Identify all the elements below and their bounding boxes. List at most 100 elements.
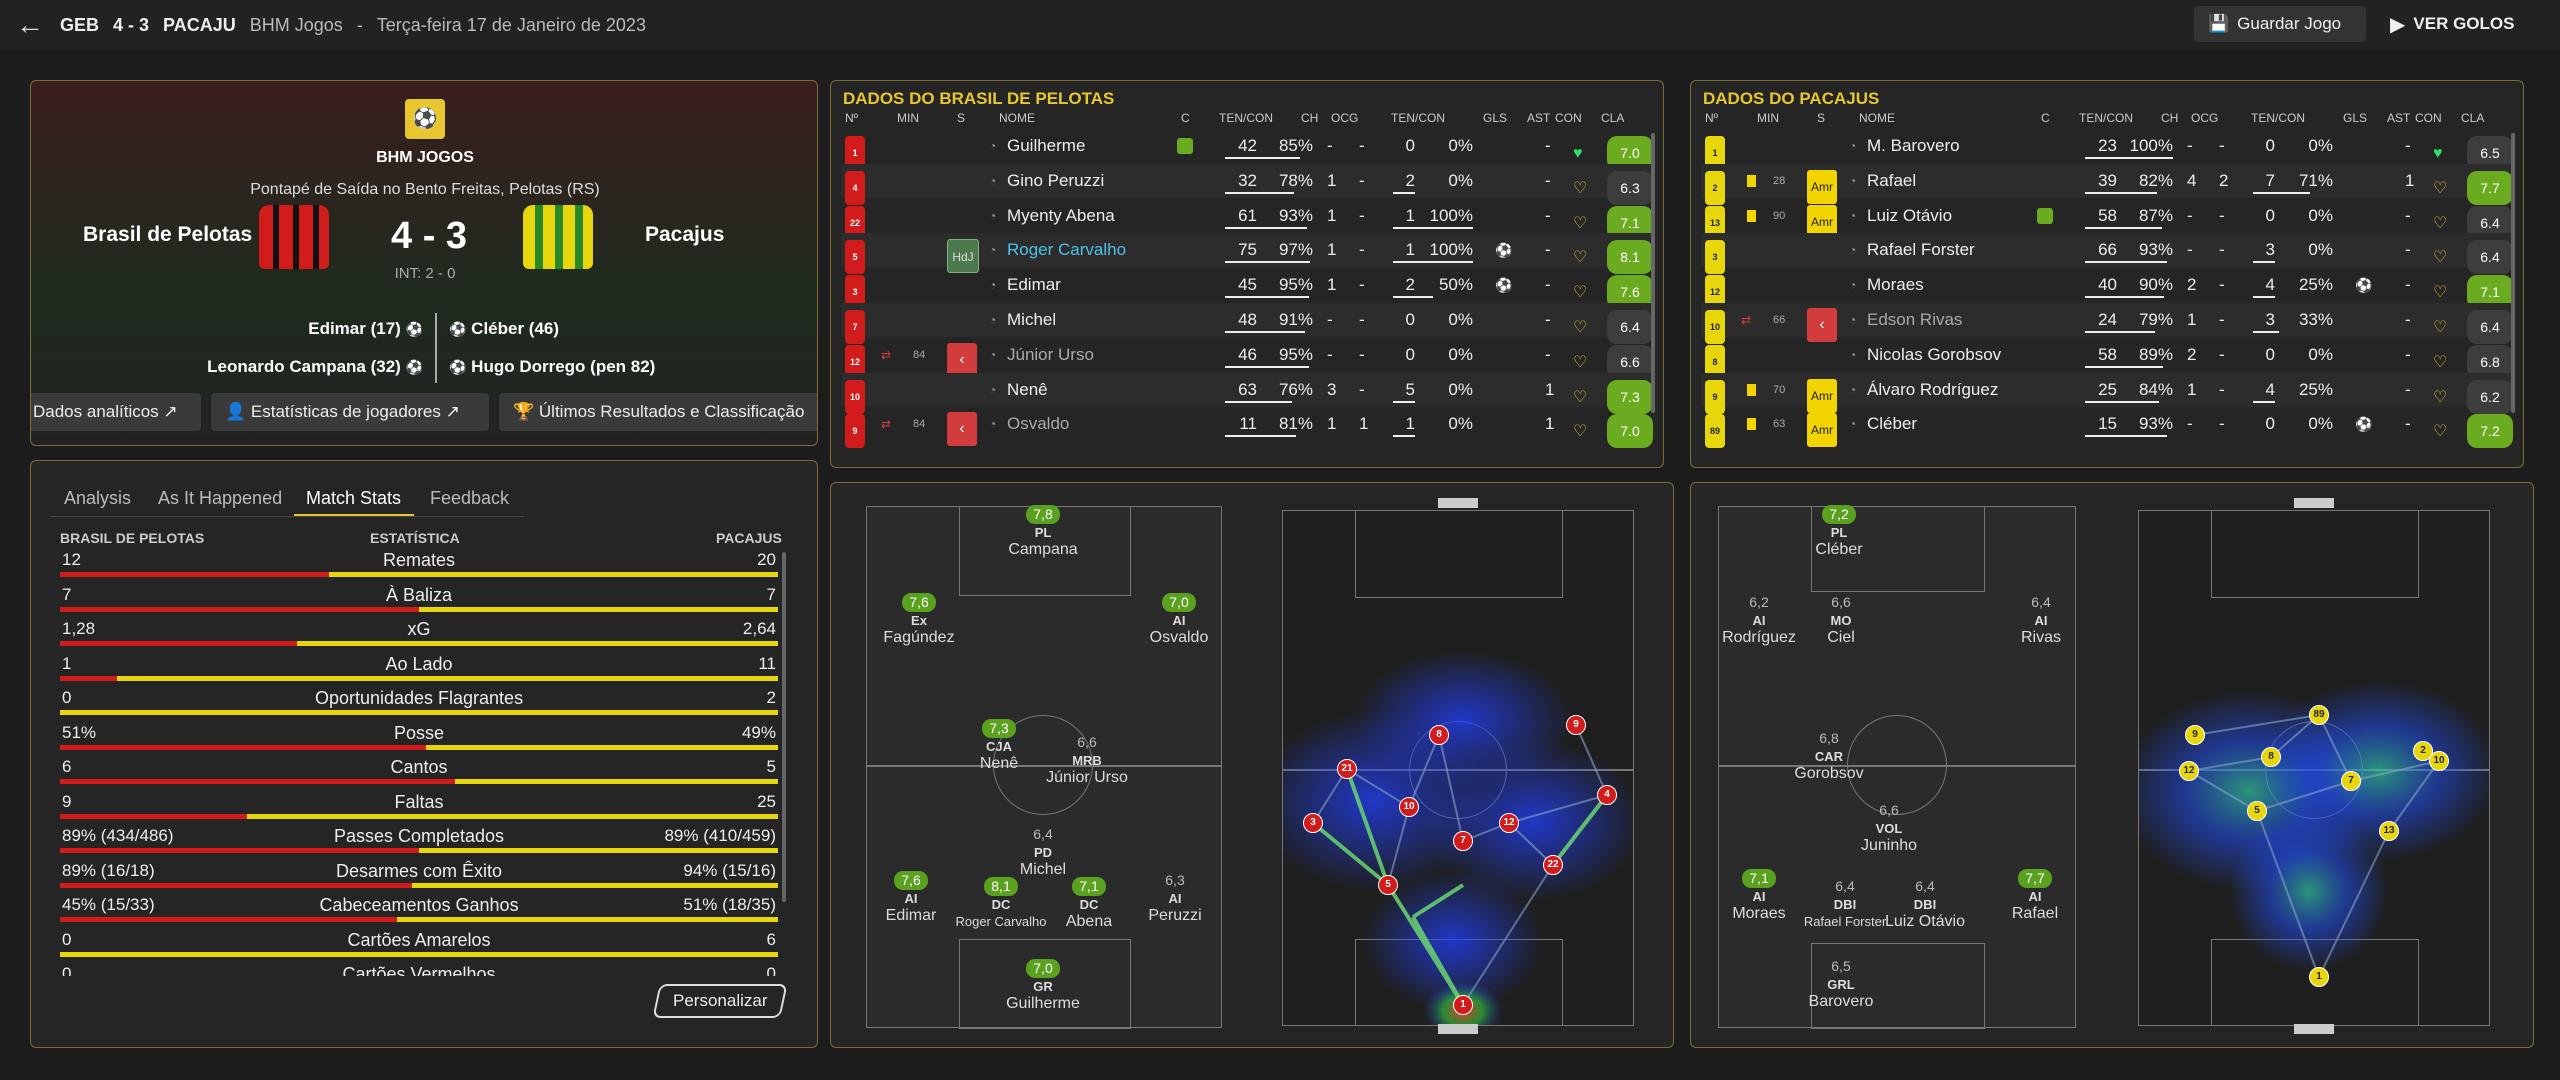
column-header[interactable]: NOME (1859, 111, 1895, 125)
formation-player[interactable]: 6,6 MRB Júnior Urso (1027, 733, 1147, 786)
view-goals-button[interactable]: ▶ VER GOLOS (2376, 6, 2536, 42)
stats-scrollbar[interactable] (782, 552, 786, 902)
formation-player[interactable]: 6,6 MO Ciel (1781, 593, 1901, 646)
player-name[interactable]: Luiz Otávio (1867, 205, 1953, 225)
formation-player[interactable]: 7,1 DC Abena (1029, 877, 1149, 930)
column-header[interactable]: TEN/CON (1391, 111, 1445, 125)
column-header[interactable]: GLS (1483, 111, 1508, 125)
player-name[interactable]: Cléber (1867, 414, 1918, 434)
column-header[interactable]: AST (1527, 111, 1551, 125)
player-row[interactable]: 8 ◔ Nicolas Gorobsov 58 89% 2-0 0% - ♡ 6.8 (1701, 338, 2513, 379)
results-table-button[interactable]: 🏆 Últimos Resultados e Classificação (499, 393, 817, 431)
player-row[interactable]: 9 70 Amr ◔ Álvaro Rodríguez 25 84% 1 - 4 25% - ♡ 6.2 (1701, 372, 2513, 414)
tab-analysis[interactable]: Analysis (64, 488, 132, 508)
player-name[interactable]: M. Barovero (1867, 136, 1960, 155)
column-header[interactable]: S (1817, 111, 1826, 125)
save-match-button[interactable]: 💾 Guardar Jogo (2194, 6, 2366, 42)
player-row[interactable]: 3 ◔ Rafael Forster 66 93% - -3 0% - ♡ 6.4 (1701, 233, 2513, 275)
formation-player[interactable]: 7,6 Ex Fagúndez (859, 593, 979, 646)
formation-player[interactable]: 6,4 DBI Rafael Forster (1785, 877, 1905, 930)
column-header[interactable]: CLA (2461, 111, 2485, 125)
player-row[interactable]: 22 ◔ Myenty Abena 61 93% 1-1 100% - ♡ 7.1 (841, 199, 1653, 240)
formation-player[interactable]: 6,4 AI Rivas (1981, 593, 2101, 646)
formation-player[interactable]: 7,3 CJA Nenê (939, 719, 1059, 772)
player-name[interactable]: Moraes (1867, 275, 1924, 295)
formation-player[interactable]: 7,2 PL Cléber (1779, 505, 1899, 558)
customize-button[interactable]: Personalizar (652, 984, 788, 1018)
formation-player[interactable]: 6,3 AI Peruzzi (1115, 871, 1235, 924)
player-name[interactable]: Michel (1007, 310, 1057, 329)
column-header[interactable]: CH (1301, 111, 1319, 125)
player-row[interactable]: 9 ⇄ 84 ‹ ◔ Osvaldo 11 81% 1 1 1 0% 1 ♡ 7.0 (841, 407, 1653, 449)
player-row[interactable]: 2 28 Amr ◔ Rafael 39 82% 4 2 7 71% 1 ♡ 7.7 (1701, 163, 2513, 205)
column-header[interactable]: CLA (1601, 111, 1625, 125)
table-scrollbar[interactable] (2511, 133, 2515, 413)
player-row[interactable]: 13 90 Amr ◔ Luiz Otávio 58 87% - -0 0% - ♡ 6.4 (1701, 199, 2513, 240)
player-name[interactable]: Nicolas Gorobsov (1867, 344, 2002, 364)
formation-position: DC (991, 897, 1011, 912)
player-name[interactable]: Myenty Abena (1007, 205, 1115, 225)
tab-as-it-happened[interactable]: As It Happened (158, 488, 283, 508)
formation-player[interactable]: 7,8 PL Campana (983, 505, 1103, 558)
player-row[interactable]: 3 ◔ Edimar 45 95% 1-2 50% ⚽ - ♡ 7.6 (841, 268, 1653, 310)
table-scrollbar[interactable] (1651, 133, 1655, 413)
formation-player[interactable]: 6,6 VOL Juninho (1829, 801, 1949, 854)
player-row[interactable]: 1 ◔ Guilherme 42 85% - -0 0% - ♥ 7.0 (841, 129, 1653, 170)
player-row[interactable]: 4 ◔ Gino Peruzzi 32 78% 1 - 2 0% - ♡ 6.3 (841, 163, 1653, 205)
formation-player[interactable]: 7,0 GR Guilherme (983, 959, 1103, 1012)
column-header[interactable]: GLS (2343, 111, 2368, 125)
formation-player[interactable]: 6,5 GRL Barovero (1781, 957, 1901, 1010)
column-header[interactable]: C (2041, 111, 2050, 125)
column-header[interactable]: C (1181, 111, 1190, 125)
tab-feedback[interactable]: Feedback (430, 488, 510, 508)
player-name[interactable]: Edimar (1007, 275, 1061, 295)
player-name[interactable]: Roger Carvalho (1007, 240, 1127, 260)
column-header[interactable]: Nº (845, 111, 859, 125)
column-header[interactable]: OCG (2191, 111, 2219, 125)
column-header[interactable]: TEN/CON (1219, 111, 1273, 125)
player-name[interactable]: Guilherme (1007, 136, 1086, 155)
player-row[interactable]: 1 ◔ M. Barovero 23 100% - -0 0% - ♥ 6.5 (1701, 129, 2513, 170)
player-row[interactable]: 5 HdJ ◔ Roger Carvalho 75 97% 1 - 1 100% ⚽ - ♡ 8.1 (841, 233, 1653, 275)
column-header[interactable]: CON (1555, 111, 1582, 125)
back-arrow-icon[interactable]: ← (16, 9, 44, 40)
column-header[interactable]: CON (2415, 111, 2442, 125)
column-header[interactable]: OCG (1331, 111, 1359, 125)
player-row[interactable]: 12 ◔ Moraes 40 90% 2-4 25% ⚽ - ♡ 7.1 (1701, 268, 2513, 310)
player-name[interactable]: Álvaro Rodríguez (1867, 379, 1999, 399)
formation-player[interactable]: 8,1 DC Roger Carvalho (941, 877, 1061, 930)
column-header[interactable]: MIN (1757, 111, 1779, 125)
column-header[interactable]: S (957, 111, 966, 125)
column-header[interactable]: TEN/CON (2251, 111, 2305, 125)
formation-player[interactable]: 7,0 AI Osvaldo (1119, 593, 1239, 646)
player-name[interactable]: Rafael Forster (1867, 240, 1975, 260)
player-name[interactable]: Nenê (1007, 379, 1048, 399)
column-header[interactable]: CH (2161, 111, 2179, 125)
formation-player[interactable]: 6,4 PD Michel (983, 825, 1103, 878)
analytics-button[interactable]: Dados analíticos ↗ (31, 393, 201, 431)
player-row[interactable]: 10 ◔ Nenê 63 76% 3 - 5 0% 1 ♡ 7.3 (841, 372, 1653, 414)
player-name[interactable]: Gino Peruzzi (1007, 170, 1105, 190)
player-row[interactable]: 10 ⇄ 66 ‹ ◔ Edson Rivas 24 79% 1 - 3 33% - ♡ 6.4 (1701, 303, 2513, 344)
player-name[interactable]: Rafael (1867, 170, 1917, 190)
formation-player[interactable]: 6,2 AI Rodríguez (1699, 593, 1819, 646)
player-name[interactable]: Edson Rivas (1867, 310, 1963, 329)
player-row[interactable]: 12 ⇄ 84 ‹ ◔ Júnior Urso 46 95% - -0 0% - ♡ 6.6 (841, 338, 1653, 379)
formation-player[interactable]: 6,8 CAR Gorobsov (1769, 729, 1889, 782)
player-row[interactable]: 89 63 Amr ◔ Cléber 15 93% - -0 0% ⚽ - ♡ 7.2 (1701, 407, 2513, 449)
column-header[interactable]: NOME (999, 111, 1035, 125)
column-header[interactable]: MIN (897, 111, 919, 125)
player-name[interactable]: Osvaldo (1007, 414, 1070, 434)
player-name[interactable]: Júnior Urso (1007, 344, 1094, 364)
column-header[interactable]: TEN/CON (2079, 111, 2133, 125)
tab-match-stats[interactable]: Match Stats (306, 488, 402, 508)
player-row[interactable]: 7 ◔ Michel 48 91% - -0 0% - ♡ 6.4 (841, 303, 1653, 344)
person-icon: 👤 (225, 402, 247, 421)
formation-player[interactable]: 7,7 AI Rafael (1975, 869, 2095, 922)
player-stats-button[interactable]: 👤 Estatísticas de jogadores ↗ (211, 393, 489, 431)
formation-player[interactable]: 7,6 AI Edimar (851, 871, 971, 924)
formation-player[interactable]: 7,1 AI Moraes (1699, 869, 1819, 922)
formation-player[interactable]: 6,4 DBI Luiz Otávio (1865, 877, 1985, 930)
column-header[interactable]: AST (2387, 111, 2411, 125)
column-header[interactable]: Nº (1705, 111, 1719, 125)
